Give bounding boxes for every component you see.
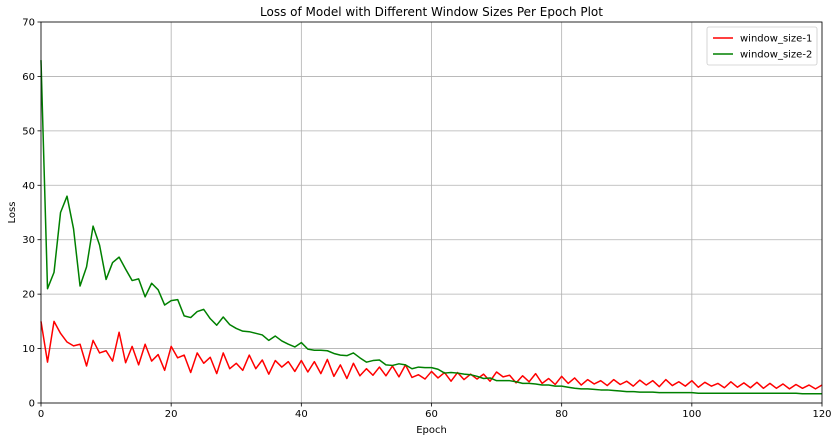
y-tick-label: 30 [22, 235, 35, 246]
x-tick-label: 40 [295, 409, 308, 420]
x-tick-label: 0 [38, 409, 44, 420]
axis-ticks: 0 20 40 60 80 100 120 0 10 20 30 40 50 60 70 [22, 18, 831, 421]
x-tick-label: 120 [812, 409, 831, 420]
y-tick-label: 0 [29, 399, 35, 410]
y-tick-label: 10 [22, 344, 35, 355]
legend-box [706, 26, 818, 66]
series-line-window-size-1 [40, 320, 823, 390]
x-tick-label: 60 [425, 409, 438, 420]
series-lines [40, 60, 823, 395]
y-tick-label: 20 [22, 290, 35, 301]
legend-label-window-size-2: window_size-2 [740, 50, 812, 61]
y-tick-label: 40 [22, 181, 35, 192]
legend: window_size-1 window_size-2 [706, 26, 818, 66]
x-tick-label: 20 [165, 409, 178, 420]
x-tick-label: 80 [555, 409, 568, 420]
y-tick-label: 50 [22, 126, 35, 137]
x-axis-label: Epoch [416, 425, 447, 436]
y-tick-label: 70 [22, 18, 35, 29]
y-axis-label: Loss [7, 202, 18, 224]
grid-lines [40, 21, 823, 404]
y-tick-label: 60 [22, 72, 35, 83]
series-line-window-size-2 [40, 60, 822, 395]
chart-title: Loss of Model with Different Window Size… [260, 5, 603, 19]
x-tick-label: 100 [682, 409, 701, 420]
legend-label-window-size-1: window_size-1 [740, 34, 812, 45]
